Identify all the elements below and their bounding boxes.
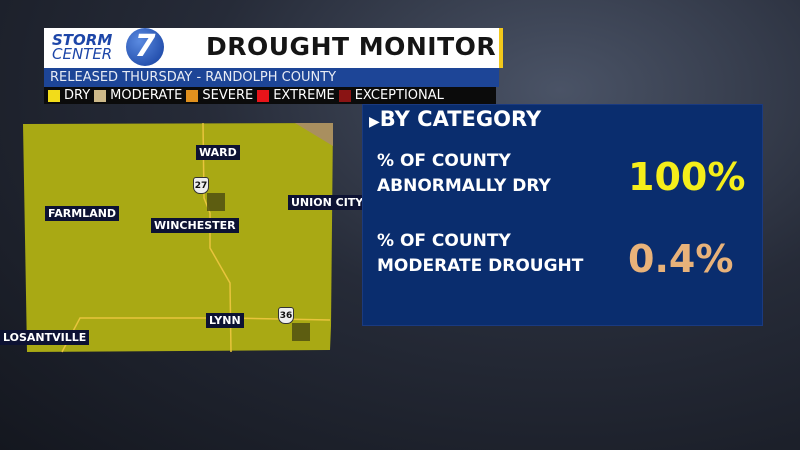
legend-item: SEVERE <box>186 88 253 103</box>
place-ward: WARD <box>196 145 240 160</box>
legend-label: EXCEPTIONAL <box>354 88 444 103</box>
legend: DRY MODERATE SEVERE EXTREME EXCEPTIONAL <box>44 87 496 104</box>
place-losantville: LOSANTVILLE <box>0 330 90 345</box>
legend-swatch <box>48 89 60 102</box>
legend-item: DRY <box>48 88 90 103</box>
legend-swatch <box>186 89 199 102</box>
legend-label: EXTREME <box>273 88 335 103</box>
label-line: % OF COUNTY <box>377 231 511 251</box>
subtitle: RELEASED THURSDAY - RANDOLPH COUNTY <box>44 68 499 87</box>
legend-swatch <box>338 89 351 102</box>
legend-item: EXTREME <box>257 88 335 103</box>
us-route-36-shield: 36 <box>278 307 294 324</box>
card-heading: ▶BY CATEGORY <box>369 107 541 131</box>
card-heading-text: BY CATEGORY <box>379 107 542 131</box>
place-lynn: LYNN <box>206 313 244 328</box>
label-line: % OF COUNTY <box>377 151 511 171</box>
title-banner: STORM CENTER 7 DROUGHT MONITOR <box>44 28 503 68</box>
place-winchester: WINCHESTER <box>151 218 239 233</box>
place-farmland: FARMLAND <box>45 206 120 221</box>
us-route-27-shield: 27 <box>193 177 209 194</box>
dry-label: % OF COUNTY ABNORMALLY DRY <box>377 149 551 199</box>
logo-storm: STORM <box>52 31 113 49</box>
logo-seven: 7 <box>126 28 164 66</box>
place-union-city: UNION CITY <box>288 195 367 210</box>
county-dry-area <box>23 123 333 352</box>
marker-shadow <box>207 193 225 211</box>
storm-center-7-logo: STORM CENTER 7 <box>48 28 168 70</box>
triangle-icon: ▶ <box>369 114 380 130</box>
marker-shadow <box>292 323 310 341</box>
label-line: MODERATE DROUGHT <box>377 256 584 276</box>
logo-center: CENTER <box>52 45 113 63</box>
legend-label: DRY <box>64 88 91 103</box>
moderate-drought-area <box>295 123 333 146</box>
legend-swatch <box>257 89 270 102</box>
moderate-value: 0.4% <box>628 237 734 281</box>
page-title: DROUGHT MONITOR <box>206 32 497 61</box>
moderate-label: % OF COUNTY MODERATE DROUGHT <box>377 229 583 279</box>
legend-label: MODERATE <box>110 88 183 103</box>
category-card: ▶BY CATEGORY % OF COUNTY ABNORMALLY DRY 1… <box>362 104 763 326</box>
label-line: ABNORMALLY DRY <box>377 176 551 196</box>
legend-item: MODERATE <box>94 88 182 103</box>
legend-swatch <box>94 89 107 102</box>
legend-item: EXCEPTIONAL <box>338 88 444 103</box>
dry-value: 100% <box>628 155 746 199</box>
legend-label: SEVERE <box>202 88 254 103</box>
